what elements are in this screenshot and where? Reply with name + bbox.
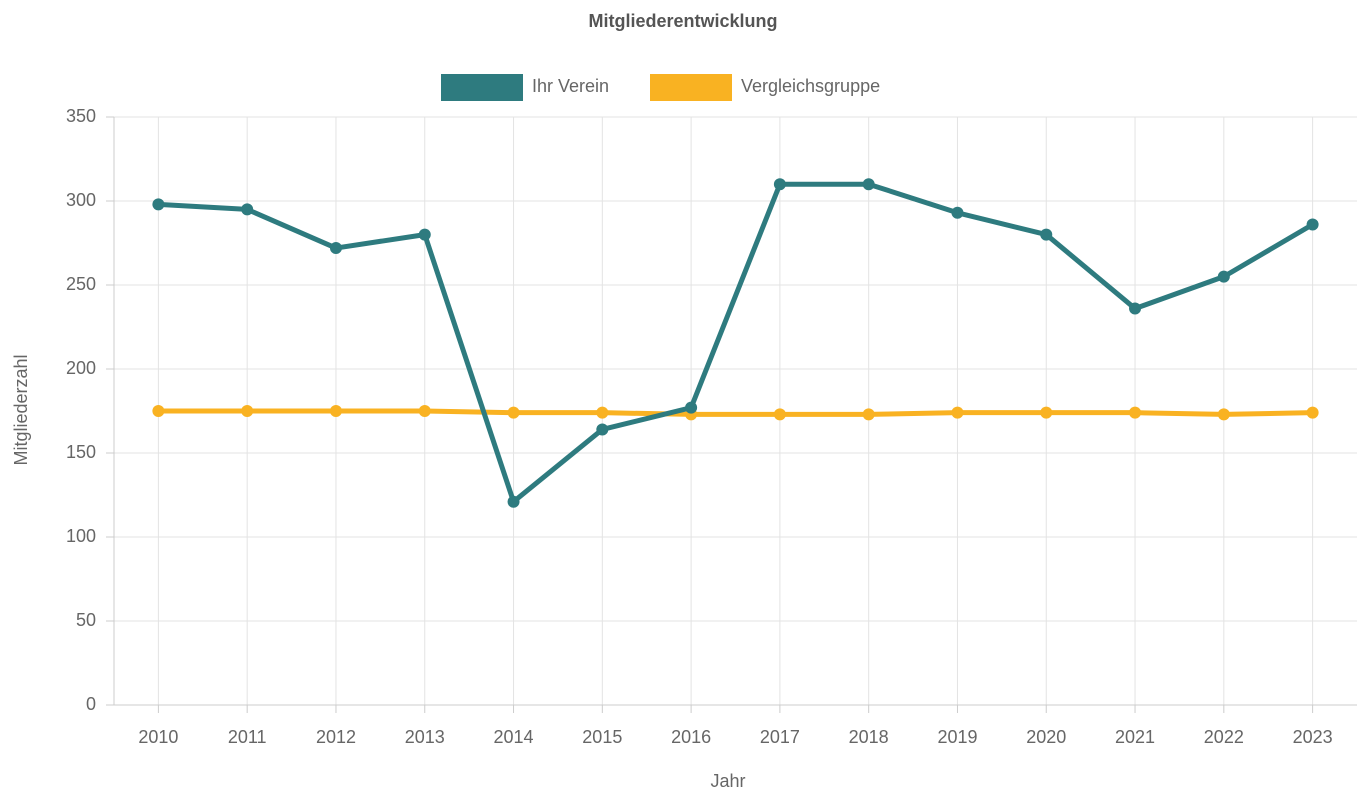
data-point — [862, 408, 875, 421]
x-tick-label: 2012 — [316, 727, 356, 747]
data-point — [951, 406, 964, 419]
legend-label: Ihr Verein — [532, 76, 609, 96]
y-axis-label: Mitgliederzahl — [11, 354, 31, 465]
data-point — [241, 405, 254, 417]
data-point — [685, 401, 698, 414]
data-point — [1129, 406, 1142, 419]
x-tick-label: 2010 — [138, 727, 178, 747]
x-tick-label: 2013 — [405, 727, 445, 747]
data-point — [951, 206, 964, 219]
y-tick-label: 200 — [66, 358, 96, 378]
y-tick-label: 300 — [66, 190, 96, 210]
x-tick-label: 2011 — [228, 727, 267, 747]
y-tick-label: 100 — [66, 526, 96, 546]
data-point — [152, 198, 165, 211]
x-tick-label: 2014 — [494, 727, 534, 747]
data-point — [1306, 218, 1319, 231]
series-line — [158, 181, 1314, 505]
data-point — [862, 178, 875, 191]
series-line — [158, 408, 1313, 417]
legend-swatch — [650, 74, 732, 101]
legend-swatch — [441, 74, 523, 101]
x-tick-label: 2018 — [849, 727, 889, 747]
y-tick-label: 150 — [66, 442, 96, 462]
data-point — [418, 405, 431, 417]
data-point — [773, 178, 786, 191]
x-tick-label: 2016 — [671, 727, 711, 747]
x-tick-label: 2017 — [760, 727, 800, 747]
data-point — [241, 203, 254, 216]
data-point — [152, 405, 165, 417]
data-point — [1217, 270, 1230, 283]
data-point — [329, 242, 342, 255]
x-tick-label: 2015 — [582, 727, 622, 747]
data-point — [1129, 302, 1142, 315]
data-point — [596, 423, 609, 436]
legend-label: Vergleichsgruppe — [741, 76, 880, 96]
chart-title: Mitgliederentwicklung — [588, 11, 777, 31]
data-point — [596, 406, 609, 419]
y-tick-label: 0 — [86, 694, 96, 714]
x-axis-label: Jahr — [710, 771, 745, 791]
y-tick-label: 350 — [66, 106, 96, 126]
data-point — [773, 408, 786, 421]
x-tick-label: 2019 — [937, 727, 977, 747]
x-tick-label: 2021 — [1115, 727, 1155, 747]
data-point — [1040, 406, 1053, 419]
data-point — [1040, 228, 1053, 241]
y-tick-label: 250 — [66, 274, 96, 294]
data-point — [329, 405, 342, 417]
data-point — [1306, 406, 1319, 419]
data-point — [507, 406, 520, 419]
data-point — [418, 228, 431, 241]
x-tick-label: 2022 — [1204, 727, 1244, 747]
data-point — [507, 495, 520, 508]
data-point — [1217, 408, 1230, 421]
x-tick-label: 2020 — [1026, 727, 1066, 747]
x-tick-label: 2023 — [1293, 727, 1333, 747]
y-tick-label: 50 — [76, 610, 96, 630]
